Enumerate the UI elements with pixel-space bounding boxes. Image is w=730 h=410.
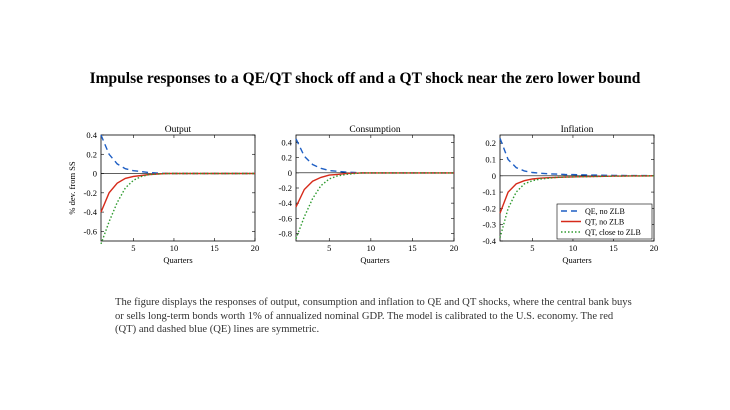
y-tick-label: 0 (492, 171, 496, 181)
y-tick-label: 0.2 (86, 149, 97, 159)
y-tick-label: -0.8 (279, 228, 292, 238)
series-line-qe-no-zlb (499, 138, 655, 177)
y-tick-label: 0.4 (281, 138, 292, 148)
x-axis-label: Quarters (562, 255, 591, 265)
y-tick-label: -0.4 (84, 207, 98, 217)
x-tick-label: 20 (450, 243, 459, 253)
x-tick-label: 10 (367, 243, 376, 253)
x-tick-label: 15 (609, 243, 618, 253)
y-tick-label: -0.4 (279, 198, 293, 208)
y-tick-label: 0.2 (485, 138, 496, 148)
y-tick-label: 0 (288, 168, 292, 178)
x-tick-label: 15 (210, 243, 219, 253)
y-tick-label: -0.6 (84, 226, 97, 236)
y-tick-label: -0.6 (279, 213, 292, 223)
series-line-qt-no-zlb (295, 172, 454, 208)
x-tick-label: 5 (131, 243, 135, 253)
x-axis-label: Quarters (163, 255, 192, 265)
x-tick-label: 20 (251, 243, 260, 253)
y-tick-label: 0.2 (281, 153, 292, 163)
y-tick-label: -0.2 (84, 188, 97, 198)
x-tick-label: 10 (170, 243, 179, 253)
legend-label: QT, close to ZLB (585, 228, 641, 237)
panel-title: Consumption (349, 125, 400, 135)
series-line-qt-close-to-zlb (100, 172, 255, 245)
y-tick-label: -0.3 (483, 220, 496, 230)
figure-caption: The figure displays the responses of out… (115, 297, 632, 336)
legend-label: QE, no ZLB (585, 207, 625, 216)
series-line-qe-no-zlb (295, 138, 454, 174)
axes-box (499, 134, 655, 242)
y-axis-label: % dev. from SS (67, 161, 77, 215)
y-tick-label: -0.2 (279, 183, 292, 193)
figure-title: Impulse responses to a QE/QT shock off a… (89, 70, 641, 87)
y-tick-label: 0 (93, 169, 97, 179)
panel-title: Output (165, 125, 192, 135)
y-tick-label: 0.4 (86, 130, 97, 140)
y-tick-label: -0.1 (483, 187, 496, 197)
x-tick-label: 15 (408, 243, 417, 253)
series-line-qt-no-zlb (100, 172, 255, 213)
legend-label: QT, no ZLB (585, 218, 624, 227)
series-line-qt-close-to-zlb (295, 172, 454, 239)
x-tick-label: 5 (327, 243, 331, 253)
y-tick-label: -0.2 (483, 203, 496, 213)
x-tick-label: 20 (650, 243, 659, 253)
series-line-qe-no-zlb (100, 134, 255, 175)
x-tick-label: 5 (530, 243, 534, 253)
y-tick-label: -0.4 (483, 236, 497, 246)
x-axis-label: Quarters (360, 255, 389, 265)
axes-box (100, 134, 256, 242)
series-line-qt-close-to-zlb (499, 175, 655, 238)
panel-title: Inflation (561, 124, 594, 135)
x-tick-label: 10 (569, 243, 578, 253)
y-tick-label: 0.1 (485, 154, 496, 164)
